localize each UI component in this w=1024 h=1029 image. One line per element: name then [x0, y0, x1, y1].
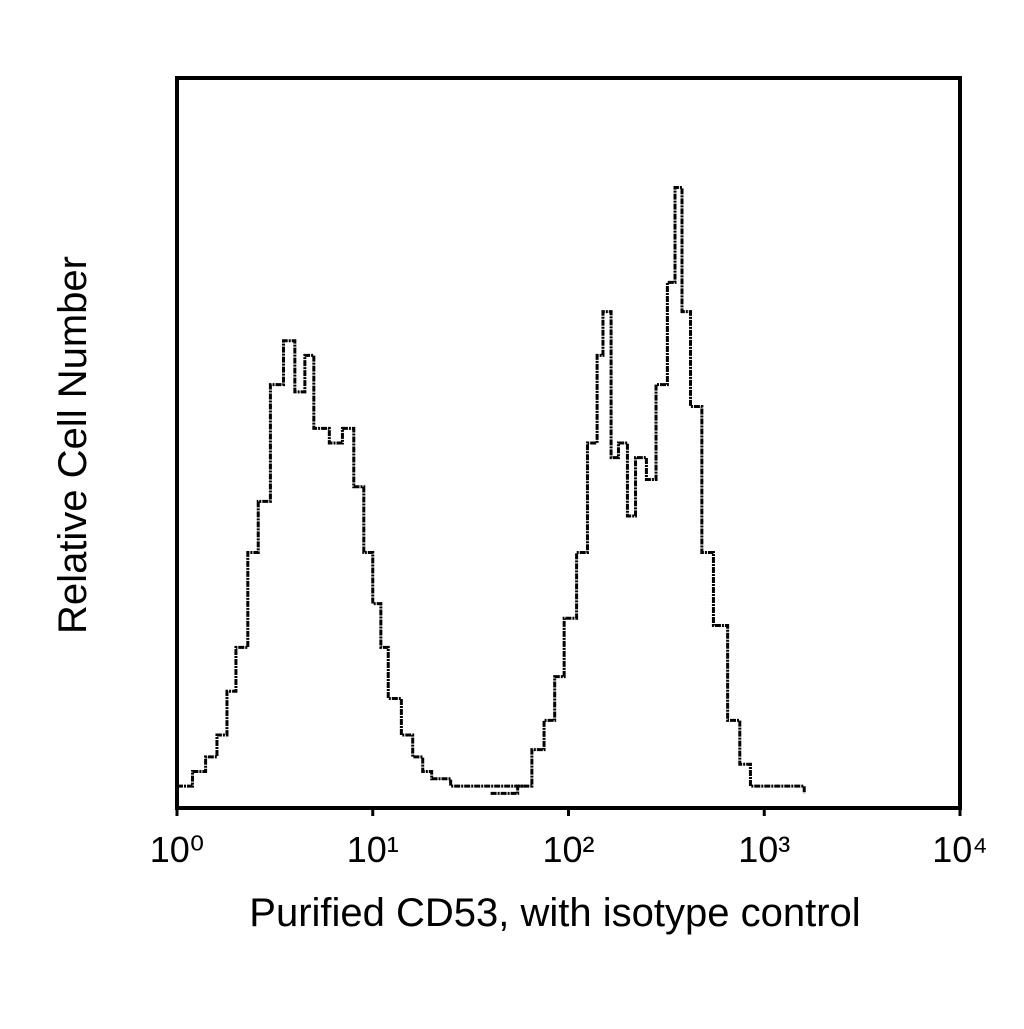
plot-frame: [175, 76, 962, 810]
x-tick-label: 10²: [542, 829, 594, 870]
x-tick-label: 10⁴: [932, 829, 988, 870]
x-tick-label: 10¹: [347, 829, 399, 870]
x-tick-label: 10⁰: [150, 829, 204, 870]
histogram-line: [490, 186, 806, 795]
histogram-line: [177, 339, 526, 788]
x-tick-label: 10³: [738, 829, 790, 870]
x-axis-label: Purified CD53, with isotype control: [249, 891, 860, 935]
y-axis-label: Relative Cell Number: [51, 256, 95, 634]
